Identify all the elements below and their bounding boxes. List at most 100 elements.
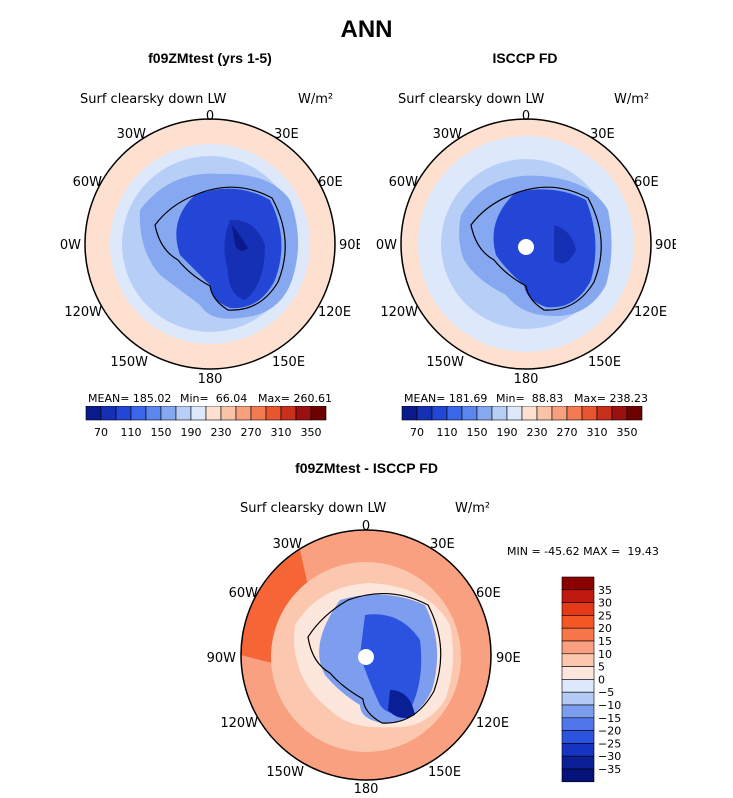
- panel3-colorbar-tick-label: −25: [598, 737, 621, 750]
- panel1-mean: MEAN= 185.02: [88, 392, 172, 405]
- panel3-colorbar-box: [561, 768, 595, 783]
- panel2-colorbar: 70 110 150 190 230 270 310 350: [401, 406, 643, 439]
- panel2-colorbar-box: [476, 406, 493, 421]
- panel2-lon-180: 180: [514, 372, 539, 387]
- panel2-max: Max= 238.23: [574, 392, 648, 405]
- panel2-lon-30e: 30E: [590, 127, 615, 142]
- panel1-lon-90e: 90E: [339, 238, 360, 253]
- panel3-lon-30w: 30W: [273, 537, 303, 552]
- panel3-colorbar-box: [561, 679, 595, 693]
- panel3-colorbar-box: [561, 615, 595, 629]
- panel3-colorbar-box: [561, 589, 595, 603]
- panel3-colorbar-box: [561, 627, 595, 642]
- panel3-colorbar-tick-label: −35: [598, 763, 621, 776]
- panel3-colorbar-box: [561, 755, 595, 770]
- panel2-colorbar-tick-label: 310: [587, 426, 608, 439]
- panel1-colorbar-tick-label: 150: [151, 426, 172, 439]
- panel3-map: 0 30E 60E 90E 120E 150E 180 150W 120W 90…: [207, 519, 521, 797]
- panel3-colorbar-tick-label: −15: [598, 712, 621, 725]
- panel2-variable: Surf clearsky down LW: [398, 92, 545, 107]
- panel2-colorbar-box: [446, 406, 463, 421]
- panel3-minmax: MIN = -45.62 MAX = 19.43: [507, 545, 659, 558]
- panel3-colorbar-tick-label: 5: [598, 661, 605, 674]
- panel2-colorbar-box: [581, 406, 598, 421]
- panel2-colorbar-tick-label: 190: [497, 426, 518, 439]
- panel1-colorbar: 70 110 150 190 230 270 310 350: [85, 406, 327, 439]
- panel3-title: f09ZMtest - ISCCP FD: [295, 460, 438, 476]
- panel3-colorbar-box: [561, 666, 595, 680]
- panel1-lon-90w: 90W: [60, 238, 81, 253]
- panel2-colorbar-box: [566, 406, 583, 421]
- panel1-colorbar-box: [190, 406, 207, 421]
- panel3-colorbar-box: [561, 576, 595, 591]
- panel2-colorbar-box: [521, 406, 538, 421]
- panel3-coastline: [307, 593, 442, 724]
- panel2-lon-150e: 150E: [588, 355, 621, 370]
- panel1-lon-30e: 30E: [274, 127, 299, 142]
- panel2-lon-30w: 30W: [433, 127, 463, 142]
- panel2-min: Min= 88.83: [496, 392, 564, 405]
- panel3-pole-mask: [358, 649, 374, 665]
- panel3-colorbar-box: [561, 743, 595, 757]
- panel3-lon-30e: 30E: [430, 537, 455, 552]
- panel2-colorbar-box: [611, 406, 628, 421]
- panel3-colorbar-tick-label: 20: [598, 622, 612, 635]
- panel3-variable: Surf clearsky down LW: [240, 501, 387, 516]
- panel2-colorbar-box: [491, 406, 508, 421]
- panel2-lon-60w: 60W: [389, 175, 419, 190]
- panel2-colorbar-box: [431, 406, 448, 421]
- panel2-colorbar-box: [551, 406, 568, 421]
- panel2-colorbar-box: [461, 406, 478, 421]
- panel2-colorbar-box: [416, 406, 433, 421]
- panel3-lon-60w: 60W: [229, 586, 259, 601]
- panel1-lon-150e: 150E: [272, 355, 305, 370]
- panel3-lon-60e: 60E: [476, 586, 501, 601]
- panel2-colorbar-box: [536, 406, 553, 421]
- panel1-colorbar-box: [175, 406, 192, 421]
- panel1-coastline: [154, 186, 286, 311]
- panel1-map: 0 30E 60E 90E 120E 150E 180 150W 120W 90…: [60, 109, 360, 387]
- panel1-colorbar-tick-label: 230: [211, 426, 232, 439]
- panel3-lon-150w: 150W: [266, 765, 304, 780]
- panel2-units: W/m²: [614, 92, 650, 107]
- panel1-variable: Surf clearsky down LW: [80, 92, 227, 107]
- panel2-colorbar-tick-label: 270: [557, 426, 578, 439]
- panel2-lon-90e: 90E: [655, 238, 676, 253]
- panel1-lon-30w: 30W: [117, 127, 147, 142]
- panel2-coastline: [470, 186, 602, 311]
- panel2-colorbar-tick-label: 110: [437, 426, 458, 439]
- panel3-colorbar-tick-label: 30: [598, 597, 612, 610]
- panel3-fill-ring4: [360, 614, 422, 714]
- panel1-fill-core: [232, 225, 248, 251]
- panel1-colorbar-box: [220, 406, 237, 421]
- panel1-lon-120e: 120E: [318, 305, 351, 320]
- panel1-colorbar-tick-label: 190: [181, 426, 202, 439]
- panel2-colorbar-box: [626, 406, 643, 421]
- panel1-colorbar-tick-label: 110: [121, 426, 142, 439]
- panel1-lon-0: 0: [206, 109, 214, 124]
- panel1-colorbar-tick-label: 350: [301, 426, 322, 439]
- panel2-lon-0: 0: [522, 109, 530, 124]
- panel3-lon-180: 180: [354, 782, 379, 797]
- panel2-lon-150w: 150W: [426, 355, 464, 370]
- panel3-colorbar-box: [561, 730, 595, 744]
- panel1-units: W/m²: [298, 92, 334, 107]
- panel3-colorbar-box: [561, 717, 595, 731]
- panel2-mean: MEAN= 181.69: [404, 392, 488, 405]
- panel3-lon-150e: 150E: [428, 765, 461, 780]
- panel3-colorbar-tick-label: −20: [598, 725, 621, 738]
- panel2-colorbar-tick-label: 70: [410, 426, 424, 439]
- panel1-colorbar-box: [205, 406, 222, 421]
- panel2-map: 0 30E 60E 90E 120E 150E 180 150W 120W 90…: [376, 109, 676, 387]
- panel3-colorbar-tick-label: 10: [598, 648, 612, 661]
- panel1-lon-60e: 60E: [318, 175, 343, 190]
- panel1-min: Min= 66.04: [180, 392, 248, 405]
- panel3-lon-90e: 90E: [496, 651, 521, 666]
- panel1-colorbar-box: [265, 406, 282, 421]
- panel3-colorbar-tick-label: −5: [598, 686, 614, 699]
- panel3-colorbar-tick-label: 0: [598, 673, 605, 686]
- panel3-colorbar-box: [561, 640, 595, 655]
- panel3-fill-west-warm: [241, 550, 310, 665]
- main-title: ANN: [340, 16, 393, 43]
